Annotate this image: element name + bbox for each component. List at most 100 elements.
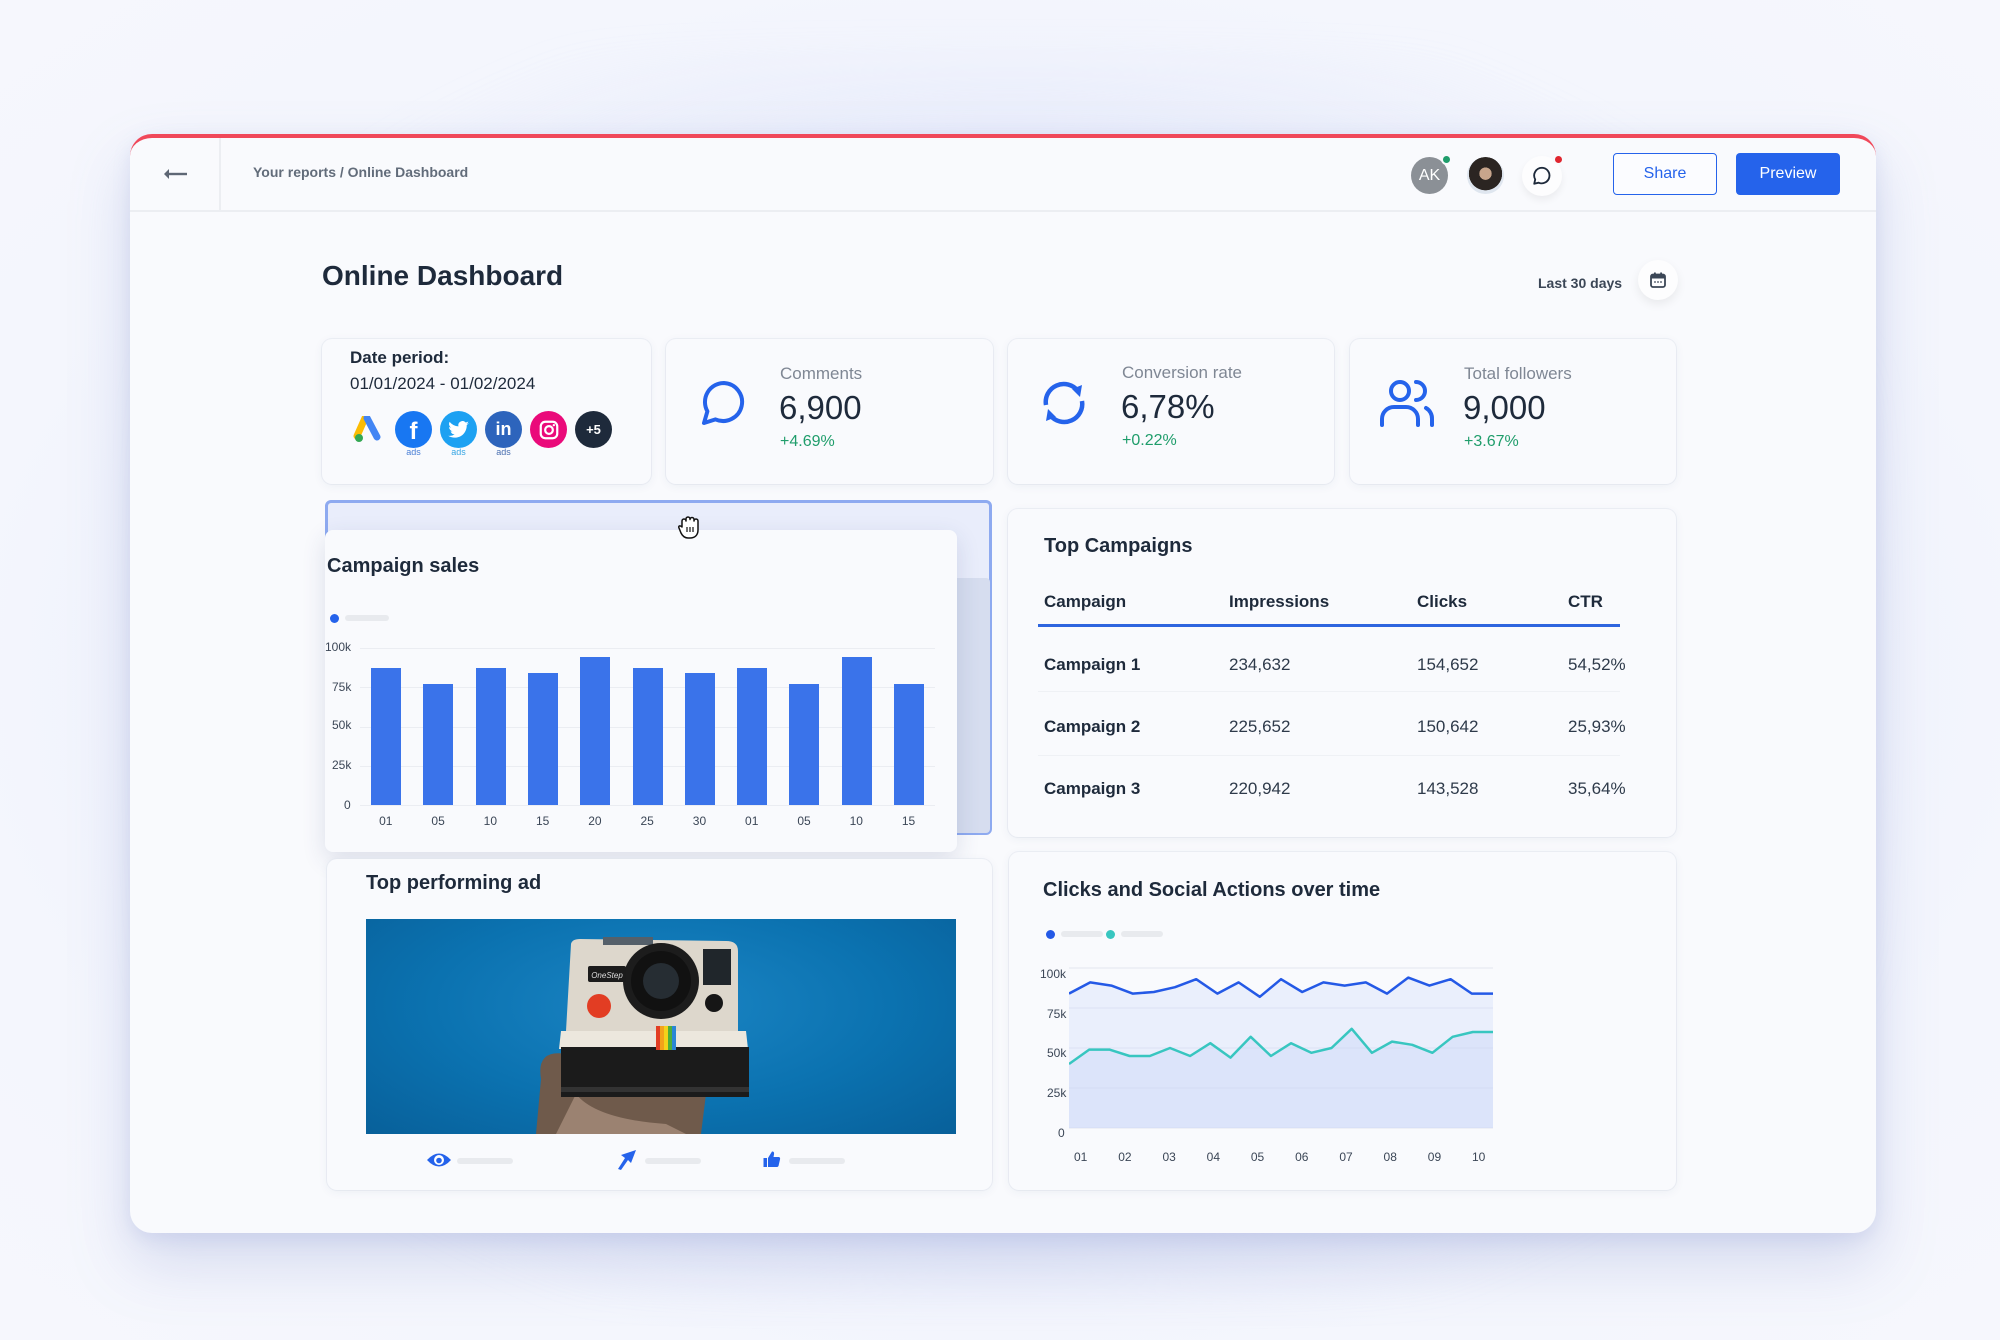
series-line [1069, 1027, 1493, 1066]
legend-label-placeholder [1061, 931, 1103, 937]
bar[interactable] [893, 684, 924, 805]
comments-button[interactable] [1522, 154, 1564, 196]
kpi-value: 6,78% [1121, 388, 1215, 425]
row-divider [1038, 755, 1620, 756]
camera-label: OneStep [591, 971, 623, 980]
bar[interactable] [684, 673, 715, 805]
cell-clicks: 150,642 [1417, 717, 1479, 736]
page-title: Online Dashboard [322, 260, 564, 291]
card-title: Campaign sales [327, 555, 480, 577]
data-source-logos: f ads ads in ads +5 [350, 411, 612, 457]
y-tick: 50k [332, 718, 352, 732]
preview-button[interactable]: Preview [1736, 153, 1840, 195]
kpi-delta: +0.22% [1122, 432, 1177, 449]
gridline [360, 648, 935, 649]
refresh-icon [1043, 381, 1085, 425]
x-tick: 10 [1472, 1150, 1486, 1164]
back-button[interactable] [130, 138, 221, 210]
top-ad-card: Top performing ad [327, 859, 992, 1190]
dashboard-window: Your reports / Online Dashboard AK Share… [130, 134, 1876, 1233]
bar-chart: 100k 75k 50k 25k 0 01 05 10 15 20 25 30 01 05 10 1… [325, 530, 957, 852]
bar[interactable] [841, 656, 872, 805]
kpi-label: Comments [780, 364, 863, 383]
cell-ctr: 25,93% [1568, 717, 1626, 736]
notification-dot [1553, 154, 1564, 165]
card-title: Clicks and Social Actions over time [1043, 879, 1381, 901]
x-tick: 09 [1427, 1150, 1442, 1164]
clicks-social-card: Clicks and Social Actions over time 100k… [1009, 852, 1676, 1190]
y-tick: 0 [344, 798, 351, 812]
bar[interactable] [527, 673, 558, 805]
kpi-card-total-followers: Total followers 9,000 +3.67% [1350, 339, 1676, 484]
column-header[interactable]: Impressions [1229, 592, 1330, 611]
calendar-icon [1650, 272, 1666, 288]
click-arrow-icon [618, 1150, 636, 1170]
y-tick: 50k [1047, 1046, 1067, 1060]
top-header: Your reports / Online Dashboard AK Share… [130, 138, 1876, 212]
bar[interactable] [789, 684, 820, 805]
x-tick: 20 [588, 814, 602, 828]
column-header[interactable]: Campaign [1044, 592, 1127, 611]
x-tick: 02 [1118, 1150, 1132, 1164]
linkedin-ads-logo[interactable]: in ads [485, 411, 522, 457]
x-tick: 08 [1383, 1150, 1397, 1164]
x-tick: 15 [535, 814, 550, 828]
x-tick: 01 [1074, 1150, 1088, 1164]
ads-label: ads [496, 447, 511, 457]
series-line [1069, 976, 1493, 999]
ads-label: ads [451, 447, 466, 457]
y-tick: 75k [1047, 1007, 1067, 1021]
google-ads-icon [353, 415, 380, 442]
google-ads-logo[interactable] [350, 411, 387, 448]
kpi-card-comments: Comments 6,900 +4.69% [666, 339, 993, 484]
bar[interactable] [580, 656, 611, 805]
ad-image[interactable]: OneStep [366, 919, 956, 1134]
kpi-label: Conversion rate [1122, 363, 1243, 382]
card-title: Top performing ad [366, 872, 542, 894]
date-range-label[interactable]: Last 30 days [1538, 275, 1623, 291]
legend-dot-blue [1046, 930, 1055, 939]
grab-cursor-icon [678, 516, 699, 539]
more-sources-badge[interactable]: +5 [575, 411, 612, 448]
instagram-logo[interactable] [530, 411, 567, 448]
cell-campaign: Campaign 2 [1044, 717, 1141, 736]
y-tick: 25k [332, 758, 352, 772]
impressions-value-placeholder [457, 1158, 513, 1164]
twitter-ads-logo[interactable]: ads [440, 411, 477, 457]
bar[interactable] [475, 668, 506, 805]
cell-impressions: 220,942 [1229, 779, 1291, 798]
facebook-ads-logo[interactable]: f ads [395, 411, 432, 457]
bar[interactable] [632, 668, 663, 805]
camera-photo-illustration: OneStep [536, 937, 749, 1134]
date-picker-button[interactable] [1638, 260, 1678, 300]
card-title: Top Campaigns [1044, 535, 1193, 557]
twitter-icon [447, 420, 469, 438]
x-tick: 04 [1206, 1150, 1221, 1164]
legend-dot-teal [1106, 930, 1115, 939]
legend-dot [330, 614, 339, 623]
x-tick: 10 [483, 814, 498, 828]
header-underline [1038, 624, 1620, 627]
breadcrumb[interactable]: Your reports / Online Dashboard [253, 164, 469, 180]
more-sources-count: +5 [586, 422, 601, 437]
share-button[interactable]: Share [1613, 153, 1717, 195]
cell-clicks: 154,652 [1417, 655, 1479, 674]
avatar-photo[interactable] [1467, 157, 1504, 194]
date-period-title: Date period: [350, 348, 450, 367]
bar[interactable] [737, 668, 768, 805]
legend-label-placeholder [345, 615, 389, 621]
kpi-value: 6,900 [779, 389, 862, 426]
x-tick: 25 [640, 814, 654, 828]
column-header[interactable]: CTR [1568, 592, 1603, 611]
comment-icon [702, 380, 745, 425]
avatar-ak[interactable]: AK [1411, 154, 1452, 194]
clicks-value-placeholder [645, 1158, 701, 1164]
x-tick: 05 [1250, 1150, 1265, 1164]
instagram-icon [539, 420, 558, 439]
campaign-sales-card[interactable]: Campaign sales 100k 75k 50k 25k 0 01 05 10… [325, 530, 957, 852]
x-tick: 06 [1295, 1150, 1309, 1164]
bar[interactable] [371, 668, 402, 805]
column-header[interactable]: Clicks [1417, 592, 1468, 611]
y-tick: 100k [325, 640, 352, 654]
bar[interactable] [423, 684, 454, 805]
